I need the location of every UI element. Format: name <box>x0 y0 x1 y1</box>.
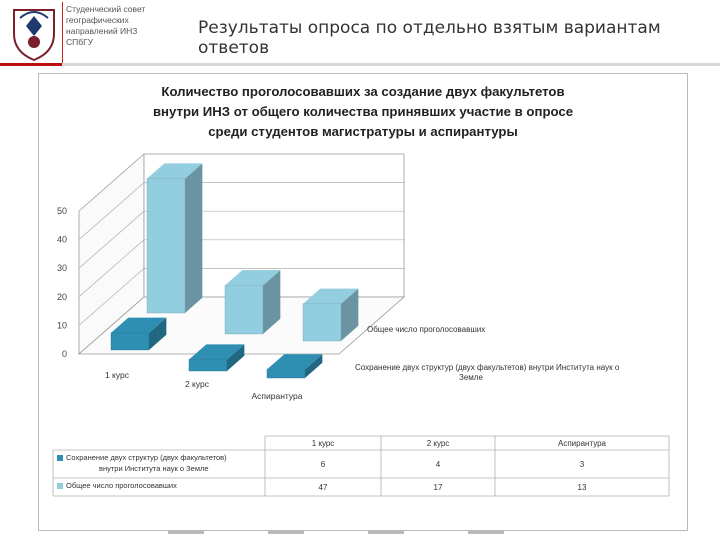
header-divider <box>62 2 63 64</box>
y-tick-label: 30 <box>57 263 67 273</box>
table-header: 1 курс <box>312 439 335 448</box>
table-row-label: Общее число проголосовавших <box>66 481 177 490</box>
chart-title: Количество проголосовавших за создание д… <box>39 82 687 142</box>
university-crest-icon <box>13 9 55 62</box>
legend-key <box>57 483 63 489</box>
series-axis-label: Сохранение двух структур (двух факультет… <box>355 363 620 372</box>
category-label: 2 курс <box>185 379 210 389</box>
y-tick-label: 50 <box>57 206 67 216</box>
table-header: 2 курс <box>427 439 450 448</box>
bar-side <box>305 354 323 378</box>
y-tick-label: 10 <box>57 320 67 330</box>
category-label: 1 курс <box>105 370 130 380</box>
y-tick-label: 20 <box>57 292 67 302</box>
gridline <box>78 268 145 326</box>
slide-title: Результаты опроса по отдельно взятым вар… <box>198 18 661 58</box>
chart-title-line: внутри ИНЗ от общего количества принявши… <box>152 104 574 119</box>
bar-side <box>227 344 245 371</box>
gridline <box>78 210 145 269</box>
bar-side <box>149 317 167 350</box>
gridline <box>78 239 145 298</box>
bar-top <box>267 354 323 370</box>
header-rule <box>0 63 720 66</box>
org-line: Студенческий совет <box>66 4 146 14</box>
table-cell: 13 <box>578 483 587 492</box>
footer-rule <box>168 531 204 534</box>
series-axis-label: Общее число проголосовавших <box>367 325 485 334</box>
legend-key <box>57 455 63 461</box>
table-cell: 6 <box>321 460 326 469</box>
bar <box>224 285 264 335</box>
bar <box>266 369 306 379</box>
bar-top <box>111 317 167 333</box>
chart-frame: Количество проголосовавших за создание д… <box>38 73 688 531</box>
footer-rule <box>468 531 504 534</box>
org-line: направлений ИНЗ <box>66 26 138 36</box>
org-line: СПбГУ <box>66 37 94 47</box>
bar-top <box>189 344 245 360</box>
table-cell: 4 <box>436 460 441 469</box>
bar-side <box>341 288 359 341</box>
gridline <box>78 153 145 212</box>
table-cell: 17 <box>434 483 443 492</box>
chart-title-line: Количество проголосовавших за создание д… <box>161 84 565 99</box>
y-tick-label: 40 <box>57 235 67 245</box>
series-axis-label: Земле <box>459 373 483 382</box>
chart-plot: 0 10 20 30 40 50 1 курс 2 курс Аспирантура Общее … <box>52 153 670 497</box>
y-tick-label: 0 <box>62 349 67 359</box>
bar-top <box>147 163 203 179</box>
org-line: географических <box>66 15 129 25</box>
footer-rule <box>368 531 404 534</box>
chart-title-line: среди студентов магистратуры и аспиранту… <box>208 124 518 139</box>
bar <box>302 303 342 342</box>
organization-name: Студенческий совет географических направ… <box>66 4 166 48</box>
gridline <box>78 182 145 240</box>
bar-side <box>263 270 281 334</box>
table-cell: 47 <box>319 483 328 492</box>
bar <box>110 332 150 351</box>
table-row-label: внутри Института наук о Земле <box>99 464 209 473</box>
table-row-label: Сохранение двух структур (двух факультет… <box>66 453 227 462</box>
slide-header: Студенческий совет географических направ… <box>0 0 720 66</box>
bar <box>146 178 186 314</box>
footer-rule <box>268 531 304 534</box>
bar-side <box>185 163 203 313</box>
bar-top <box>225 270 281 286</box>
table-cell: 3 <box>580 460 585 469</box>
bar-top <box>303 288 359 304</box>
category-label: Аспирантура <box>251 391 302 401</box>
bar <box>188 359 228 372</box>
table-header: Аспирантура <box>558 439 607 448</box>
